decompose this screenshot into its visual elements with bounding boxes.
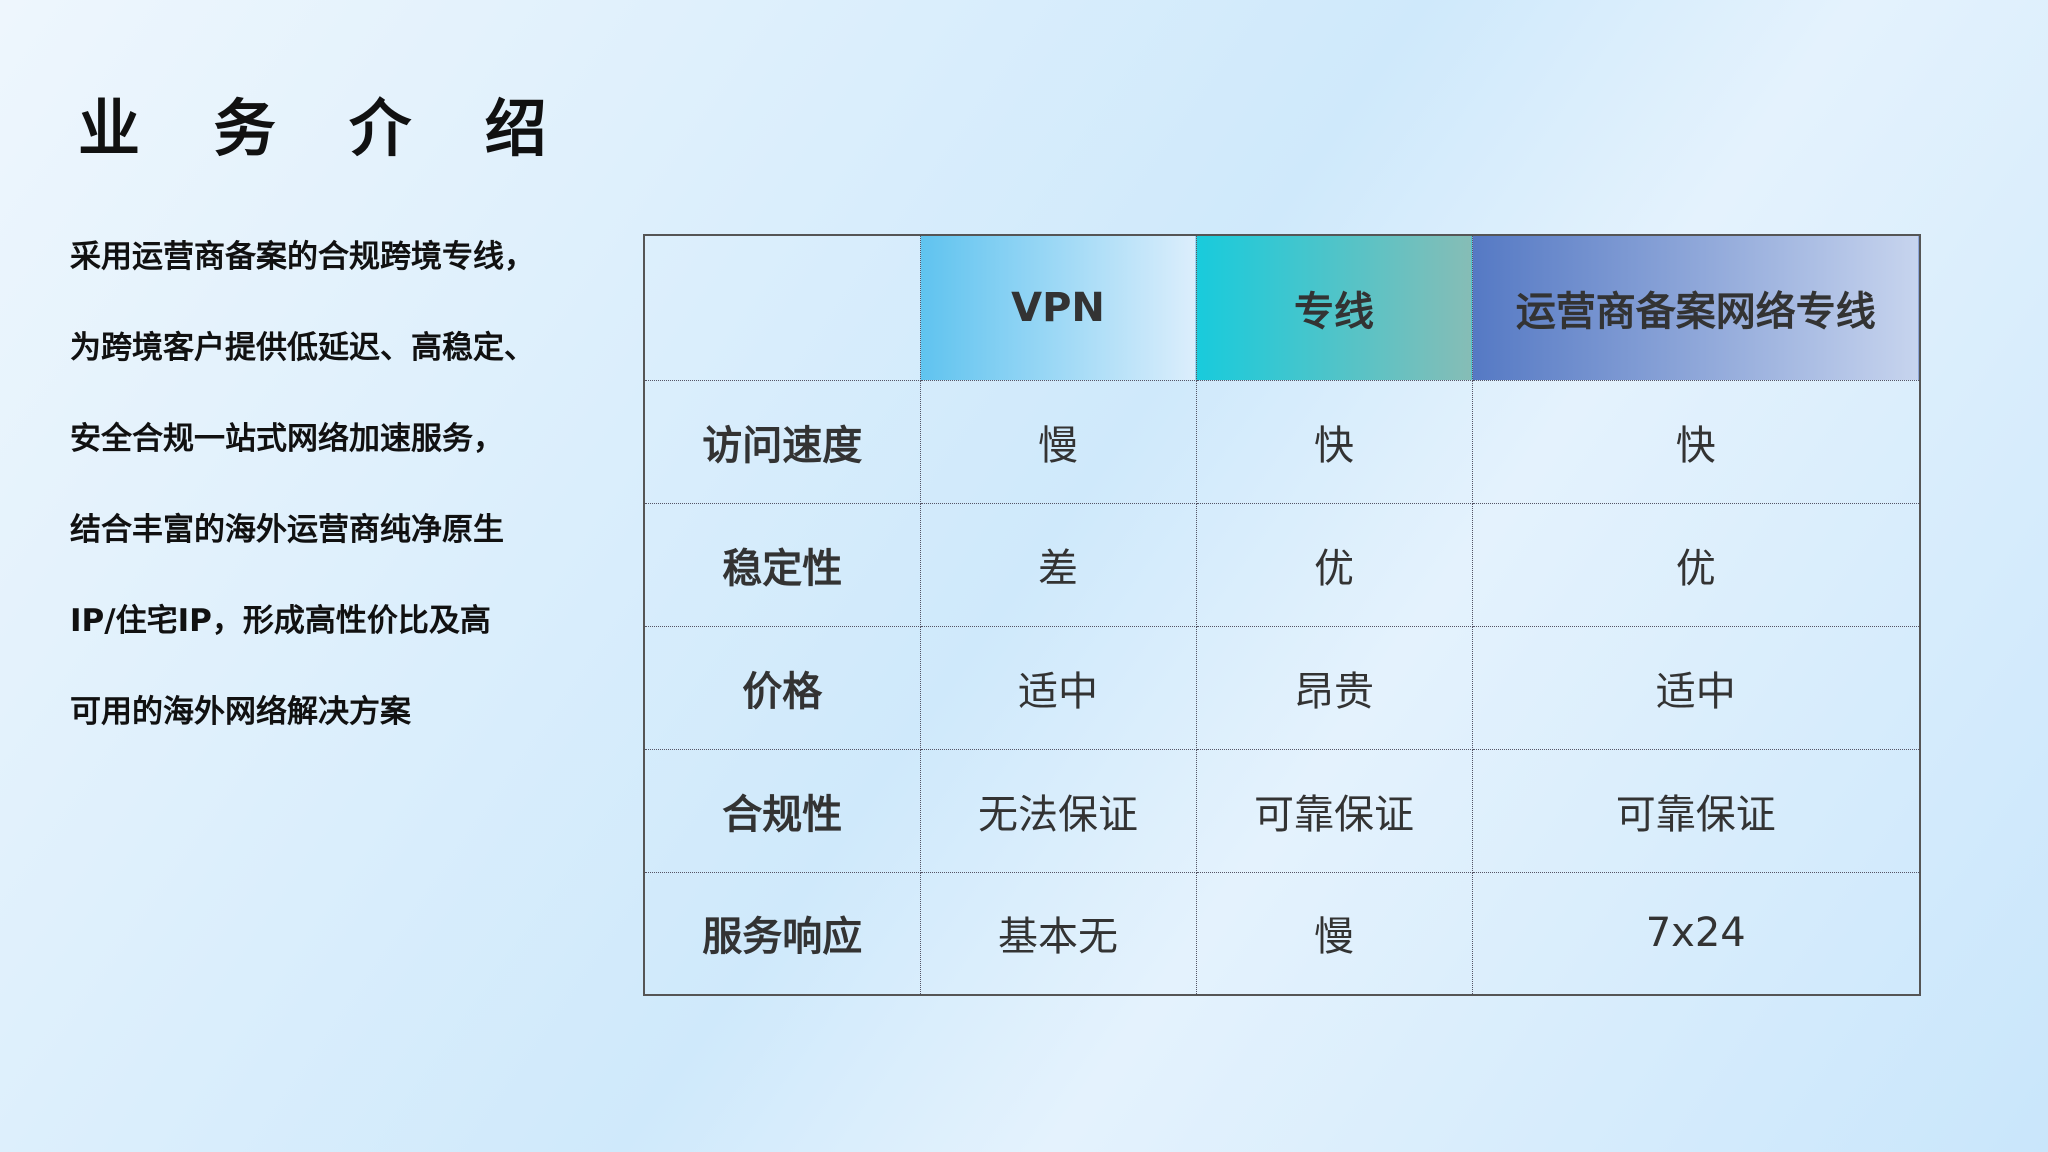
- cell: 适中: [919, 625, 1197, 750]
- cell: 优: [1195, 502, 1473, 627]
- cell: 差: [919, 502, 1197, 627]
- header-dedicated-line: 专线: [1195, 234, 1473, 381]
- header-carrier-line: 运营商备案网络专线: [1471, 234, 1921, 381]
- cell: 基本无: [919, 871, 1197, 996]
- comparison-table: VPN 专线 运营商备案网络专线 访问速度 慢 快 快 稳定性 差 优 优 价格…: [643, 234, 1921, 996]
- row-label: 价格: [643, 625, 921, 750]
- cell: 无法保证: [919, 748, 1197, 873]
- description: 采用运营商备案的合规跨境专线， 为跨境客户提供低延迟、高稳定、 安全合规一站式网…: [70, 232, 610, 778]
- cell: 昂贵: [1195, 625, 1473, 750]
- cell: 可靠保证: [1471, 748, 1921, 873]
- cell: 优: [1471, 502, 1921, 627]
- description-line: 可用的海外网络解决方案: [70, 694, 411, 730]
- cell: 可靠保证: [1195, 748, 1473, 873]
- table-header-row: VPN 专线 运营商备案网络专线: [643, 234, 1921, 381]
- header-empty: [643, 234, 921, 381]
- page-title: 业 务 介 绍: [78, 92, 573, 165]
- table-row: 访问速度 慢 快 快: [643, 379, 1921, 504]
- description-line: 安全合规一站式网络加速服务，: [70, 421, 504, 457]
- row-label: 访问速度: [643, 379, 921, 504]
- row-label: 合规性: [643, 748, 921, 873]
- description-line: 采用运营商备案的合规跨境专线，: [70, 239, 535, 275]
- row-label: 稳定性: [643, 502, 921, 627]
- table-row: 服务响应 基本无 慢 7x24: [643, 871, 1921, 996]
- cell: 7x24: [1471, 871, 1921, 996]
- header-vpn: VPN: [919, 234, 1197, 381]
- table-row: 稳定性 差 优 优: [643, 502, 1921, 627]
- description-line: 为跨境客户提供低延迟、高稳定、: [70, 330, 535, 366]
- description-line: 结合丰富的海外运营商纯净原生: [70, 512, 504, 548]
- cell: 快: [1471, 379, 1921, 504]
- cell: 慢: [1195, 871, 1473, 996]
- cell: 慢: [919, 379, 1197, 504]
- description-line: IP/住宅IP，形成高性价比及高: [70, 603, 491, 639]
- table-row: 合规性 无法保证 可靠保证 可靠保证: [643, 748, 1921, 873]
- cell: 快: [1195, 379, 1473, 504]
- row-label: 服务响应: [643, 871, 921, 996]
- cell: 适中: [1471, 625, 1921, 750]
- table-row: 价格 适中 昂贵 适中: [643, 625, 1921, 750]
